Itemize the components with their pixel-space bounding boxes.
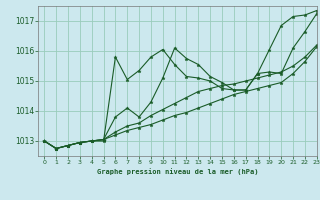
- X-axis label: Graphe pression niveau de la mer (hPa): Graphe pression niveau de la mer (hPa): [97, 168, 258, 175]
